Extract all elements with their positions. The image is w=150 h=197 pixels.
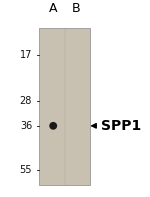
Text: 55: 55 — [20, 165, 32, 175]
Bar — [39, 28, 90, 185]
Text: 36: 36 — [20, 121, 32, 131]
Text: B: B — [72, 2, 81, 15]
Text: 17: 17 — [20, 50, 32, 60]
Ellipse shape — [49, 122, 57, 130]
Text: A: A — [49, 2, 57, 15]
Text: SPP1: SPP1 — [101, 119, 141, 133]
Text: 28: 28 — [20, 96, 32, 106]
